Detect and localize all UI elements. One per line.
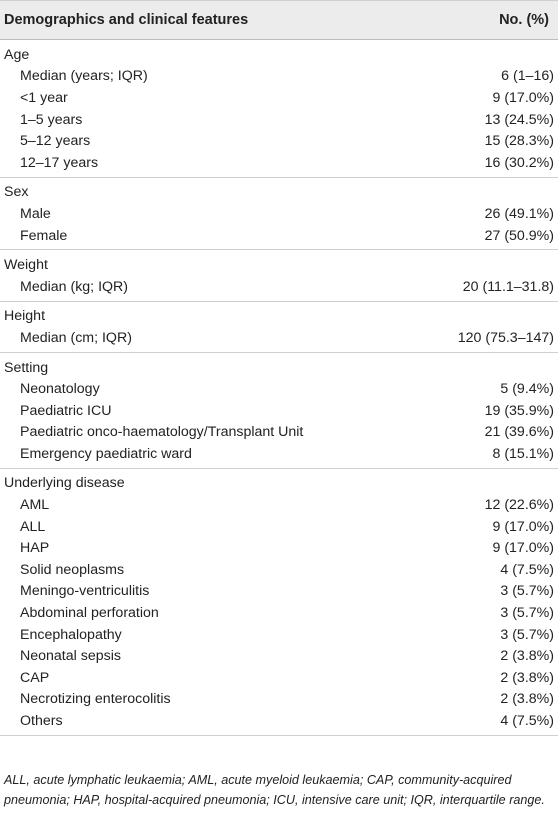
section-title: Age: [0, 44, 558, 66]
row-value: 120 (75.3–147): [457, 329, 554, 346]
row-label: Male: [20, 205, 51, 222]
table-section: Weight Median (kg; IQR) 20 (11.1–31.8): [0, 250, 558, 302]
table-section: Height Median (cm; IQR) 120 (75.3–147): [0, 302, 558, 353]
row-label: Meningo-ventriculitis: [20, 583, 150, 600]
header-count-column: No. (%): [499, 12, 549, 28]
table-row: Male 26 (49.1%): [0, 203, 558, 225]
row-value: 5 (9.4%): [500, 381, 554, 398]
table-row: Abdominal perforation 3 (5.7%): [0, 602, 558, 624]
row-label: ALL: [20, 518, 46, 535]
row-value: 3 (5.7%): [500, 605, 554, 622]
row-value: 21 (39.6%): [484, 424, 554, 441]
table-row: Female 27 (50.9%): [0, 225, 558, 247]
row-value: 6 (1–16): [501, 68, 554, 85]
table-row: Encephalopathy 3 (5.7%): [0, 624, 558, 646]
row-label: 1–5 years: [20, 111, 83, 128]
row-value: 4 (7.5%): [500, 713, 554, 730]
row-value: 9 (17.0%): [492, 518, 554, 535]
row-label: Neonatology: [20, 381, 100, 398]
row-label: Paediatric onco-haematology/Transplant U…: [20, 424, 304, 441]
row-label: Median (cm; IQR): [20, 329, 132, 346]
table-body: Age Median (years; IQR) 6 (1–16) <1 year 9 (…: [0, 40, 558, 736]
row-value: 20 (11.1–31.8): [462, 278, 554, 295]
table-row: HAP 9 (17.0%): [0, 537, 558, 559]
row-label: Median (years; IQR): [20, 68, 148, 85]
table-row: Paediatric onco-haematology/Transplant U…: [0, 422, 558, 444]
row-label: Neonatal sepsis: [20, 648, 121, 665]
row-value: 15 (28.3%): [484, 133, 554, 150]
section-title-label: Height: [4, 308, 46, 325]
row-value: 2 (3.8%): [500, 691, 554, 708]
row-label: Necrotizing enterocolitis: [20, 691, 171, 708]
row-label: Abdominal perforation: [20, 605, 159, 622]
row-value: 27 (50.9%): [484, 227, 554, 244]
row-label: 5–12 years: [20, 133, 91, 150]
table-row: CAP 2 (3.8%): [0, 667, 558, 689]
row-value: 13 (24.5%): [484, 111, 554, 128]
section-title: Weight: [0, 254, 558, 276]
table-row: Median (cm; IQR) 120 (75.3–147): [0, 327, 558, 349]
row-value: 3 (5.7%): [500, 626, 554, 643]
section-title-label: Setting: [4, 359, 49, 376]
table-row: AML 12 (22.6%): [0, 494, 558, 516]
table-row: Median (years; IQR) 6 (1–16): [0, 66, 558, 88]
section-title-label: Sex: [4, 184, 29, 201]
table-row: 5–12 years 15 (28.3%): [0, 130, 558, 152]
row-label: Median (kg; IQR): [20, 278, 129, 295]
section-title: Height: [0, 306, 558, 328]
table-row: 1–5 years 13 (24.5%): [0, 109, 558, 131]
row-label: CAP: [20, 669, 50, 686]
row-label: Encephalopathy: [20, 626, 122, 643]
table-row: Paediatric ICU 19 (35.9%): [0, 400, 558, 422]
row-value: 19 (35.9%): [484, 402, 554, 419]
row-label: Paediatric ICU: [20, 402, 112, 419]
row-value: 2 (3.8%): [500, 648, 554, 665]
table-row: <1 year 9 (17.0%): [0, 87, 558, 109]
table-row: Emergency paediatric ward 8 (15.1%): [0, 443, 558, 465]
table-row: Necrotizing enterocolitis 2 (3.8%): [0, 689, 558, 711]
demographics-table: Demographics and clinical features No. (…: [0, 0, 558, 736]
table-footnote: ALL, acute lymphatic leukaemia; AML, acu…: [4, 773, 545, 807]
table-header: Demographics and clinical features No. (…: [0, 0, 558, 40]
row-value: 9 (17.0%): [492, 540, 554, 557]
row-label: 12–17 years: [20, 154, 99, 171]
table-section: Setting Neonatology 5 (9.4%) Paediatric ICU…: [0, 353, 558, 469]
table-section: Underlying disease AML 12 (22.6%) ALL 9 (17.…: [0, 469, 558, 736]
row-value: 4 (7.5%): [500, 561, 554, 578]
row-value: 9 (17.0%): [492, 89, 554, 106]
table-row: Solid neoplasms 4 (7.5%): [0, 559, 558, 581]
table-row: Neonatal sepsis 2 (3.8%): [0, 645, 558, 667]
row-value: 16 (30.2%): [484, 154, 554, 171]
row-label: Emergency paediatric ward: [20, 445, 192, 462]
section-title: Setting: [0, 357, 558, 379]
row-value: 8 (15.1%): [492, 445, 554, 462]
row-value: 2 (3.8%): [500, 669, 554, 686]
table-section: Sex Male 26 (49.1%) Female 27 (50.9%): [0, 178, 558, 251]
row-value: 26 (49.1%): [484, 205, 554, 222]
table-row: ALL 9 (17.0%): [0, 516, 558, 538]
table-row: 12–17 years 16 (30.2%): [0, 152, 558, 174]
row-label: Solid neoplasms: [20, 561, 125, 578]
table-section: Age Median (years; IQR) 6 (1–16) <1 year 9 (…: [0, 40, 558, 178]
row-value: 12 (22.6%): [484, 497, 554, 514]
section-title-label: Weight: [4, 257, 48, 274]
table-row: Neonatology 5 (9.4%): [0, 378, 558, 400]
section-title-label: Underlying disease: [4, 475, 125, 492]
table-row: Others 4 (7.5%): [0, 710, 558, 732]
section-title-label: Age: [4, 46, 30, 63]
row-label: AML: [20, 497, 50, 514]
section-title: Underlying disease: [0, 473, 558, 495]
row-label: HAP: [20, 540, 50, 557]
table-row: Meningo-ventriculitis 3 (5.7%): [0, 581, 558, 603]
row-label: <1 year: [20, 89, 68, 106]
table-row: Median (kg; IQR) 20 (11.1–31.8): [0, 276, 558, 298]
section-title: Sex: [0, 182, 558, 204]
header-feature-column: Demographics and clinical features: [4, 12, 249, 28]
row-label: Female: [20, 227, 68, 244]
row-label: Others: [20, 713, 63, 730]
row-value: 3 (5.7%): [500, 583, 554, 600]
